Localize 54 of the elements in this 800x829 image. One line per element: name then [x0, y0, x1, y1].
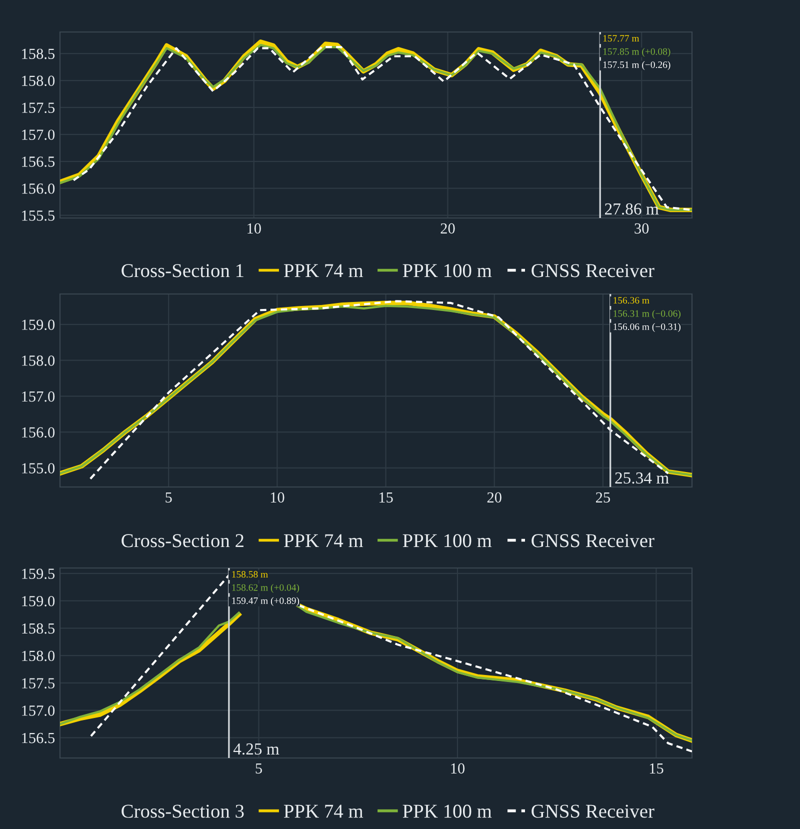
annotation: 157.51 m (−0.26) — [603, 61, 670, 70]
x-tick-label: 20 — [487, 492, 502, 503]
legend-label: PPK 74 m — [284, 264, 364, 278]
x-tick-label: 10 — [270, 492, 284, 503]
x-tick-label: 10 — [248, 223, 261, 234]
annotation: 157.77 m — [603, 35, 640, 42]
y-tick-label: 157.0 — [22, 391, 55, 402]
legend-title: Cross-Section 2 — [122, 534, 244, 548]
ref-line-label: 4.25 m — [233, 743, 280, 755]
y-tick-label: 158.0 — [22, 356, 55, 366]
y-tick-label: 158.5 — [22, 48, 55, 60]
annotation: 159.47 m (+0.89) — [232, 597, 300, 606]
y-tick-label: 157.5 — [22, 678, 55, 689]
legend-label: GNSS Receiver — [532, 534, 654, 548]
y-tick-label: 158.0 — [22, 650, 55, 662]
legend-label: PPK 74 m — [284, 534, 364, 548]
x-tick-label: 15 — [379, 492, 393, 503]
annotation: 158.62 m (+0.04) — [232, 584, 300, 593]
ref-line-label: 25.34 m — [615, 472, 669, 484]
legend-label: GNSS Receiver — [532, 264, 654, 278]
y-tick-label: 156.5 — [22, 732, 55, 744]
x-tick-label: 10 — [451, 763, 465, 774]
annotation: 157.85 m (+0.08) — [603, 48, 670, 57]
legend-label: PPK 100 m — [402, 264, 492, 278]
annotation: 158.58 m — [232, 571, 268, 578]
annotation: 156.06 m (−0.31) — [614, 323, 680, 332]
legend-label: PPK 100 m — [402, 804, 492, 818]
legend-label: PPK 100 m — [402, 534, 492, 548]
y-tick-label: 157.5 — [22, 102, 55, 113]
x-tick-label: 25 — [596, 492, 610, 503]
y-tick-label: 156.0 — [22, 183, 55, 194]
annotation: 156.31 m (−0.06) — [614, 310, 680, 319]
y-tick-label: 155.5 — [22, 210, 55, 221]
y-tick-label: 159.5 — [22, 568, 55, 579]
ref-line-label: 27.86 m — [605, 203, 659, 215]
y-tick-label: 159.0 — [22, 320, 55, 330]
y-tick-label: 156.5 — [22, 156, 55, 167]
y-tick-label: 157.0 — [22, 130, 55, 140]
legend-title: Cross-Section 1 — [122, 264, 244, 278]
x-tick-label: 20 — [440, 223, 455, 234]
x-tick-label: 30 — [634, 223, 649, 234]
legend-label: PPK 74 m — [284, 804, 364, 818]
y-tick-label: 159.0 — [22, 596, 55, 606]
legend-label: GNSS Receiver — [532, 804, 654, 818]
x-tick-label: 15 — [650, 763, 664, 774]
x-tick-label: 5 — [166, 492, 172, 503]
x-tick-label: 5 — [256, 763, 262, 774]
y-tick-label: 158.5 — [22, 623, 55, 634]
annotation: 156.36 m — [614, 297, 650, 304]
y-tick-label: 157.0 — [22, 706, 55, 716]
legend-title: Cross-Section 3 — [122, 804, 244, 818]
y-tick-label: 155.0 — [22, 463, 55, 474]
y-tick-label: 158.0 — [22, 76, 55, 86]
y-tick-label: 156.0 — [22, 427, 55, 438]
